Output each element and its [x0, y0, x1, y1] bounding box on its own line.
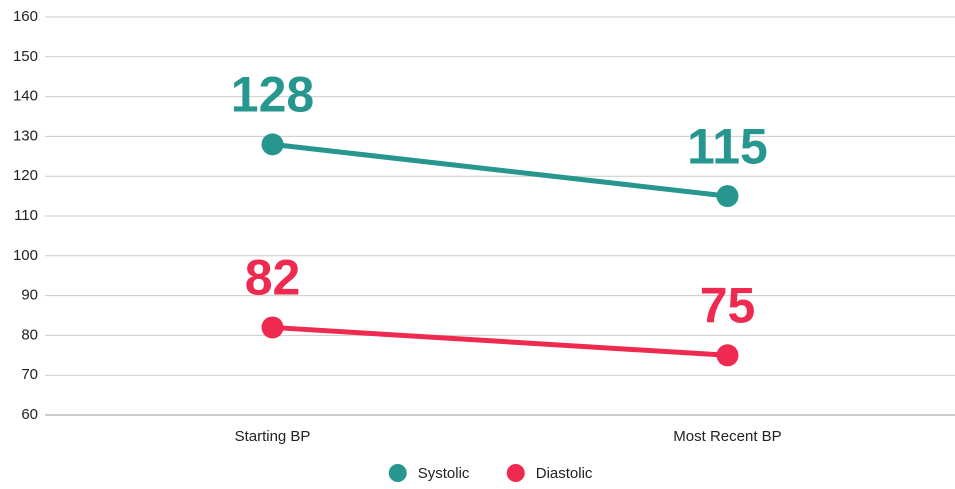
y-tick-label: 150: [13, 48, 38, 65]
point: [716, 185, 739, 208]
y-tick-label: 120: [13, 167, 38, 184]
y-tick-label: 130: [13, 127, 38, 144]
y-tick-label: 140: [13, 88, 38, 105]
point: [261, 316, 284, 339]
x-tick-label: Most Recent BP: [673, 428, 781, 445]
value-label: 75: [700, 278, 756, 334]
legend-label: Systolic: [418, 465, 470, 482]
y-tick-label: 60: [21, 406, 38, 423]
legend-marker: [506, 464, 525, 482]
x-tick-label: Starting BP: [235, 428, 311, 445]
y-tick-label: 100: [13, 247, 38, 264]
value-label: 82: [245, 250, 301, 306]
value-label: 128: [231, 67, 314, 123]
y-tick-label: 70: [21, 366, 38, 383]
y-tick-label: 90: [21, 287, 38, 304]
y-tick-label: 80: [21, 326, 38, 343]
point: [261, 133, 284, 156]
legend-label: Diastolic: [536, 465, 593, 482]
point: [716, 344, 739, 367]
series-line: [270, 324, 730, 358]
series-line: [270, 141, 730, 199]
y-tick-label: 160: [13, 8, 38, 25]
legend-marker: [388, 464, 407, 482]
y-tick-label: 110: [14, 207, 38, 224]
value-label: 115: [687, 118, 768, 174]
